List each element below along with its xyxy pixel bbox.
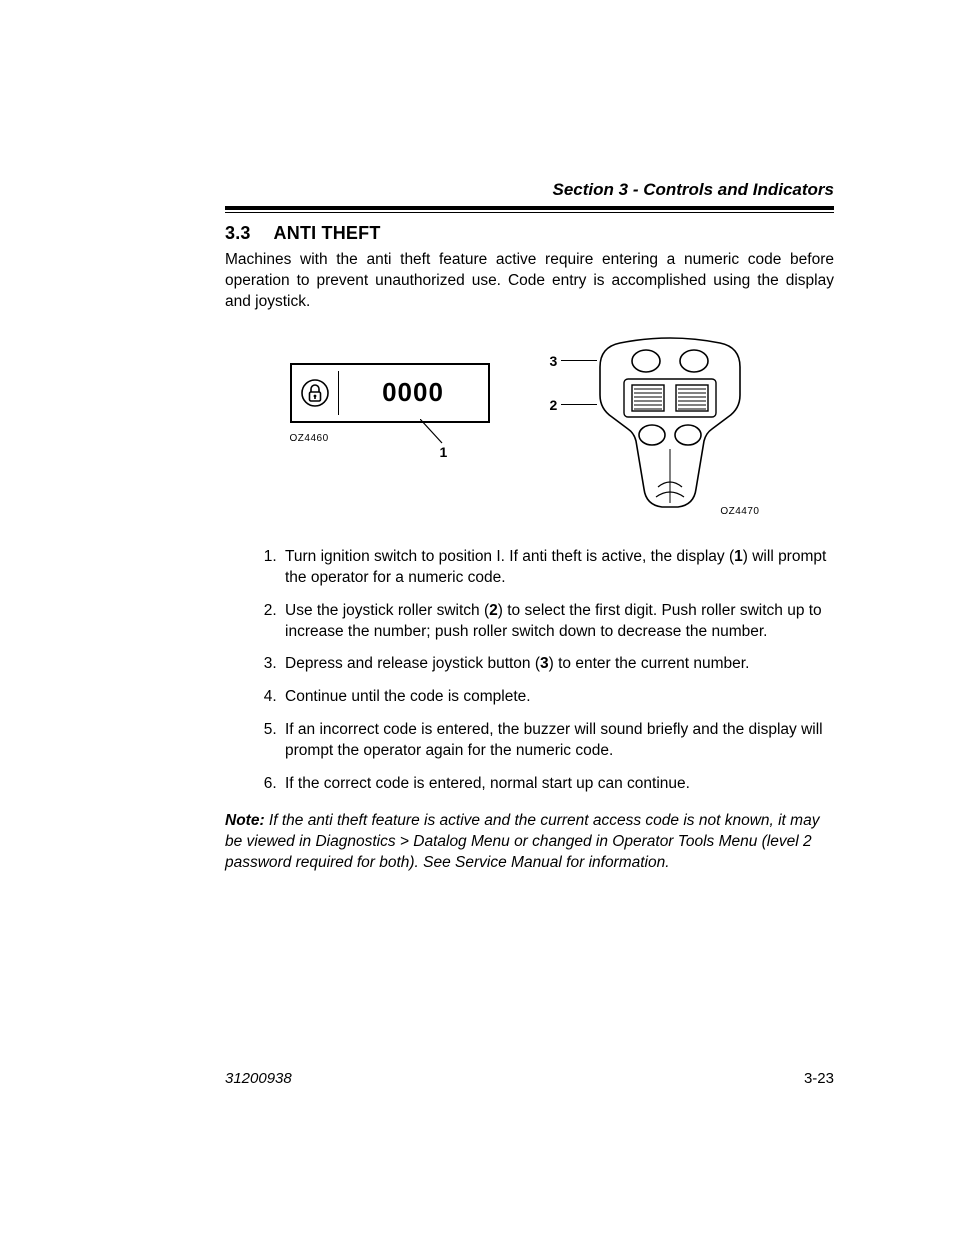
step-3-pre: Depress and release joystick button ( bbox=[285, 655, 540, 672]
step-2: Use the joystick roller switch (2) to se… bbox=[281, 601, 834, 643]
callout-3-line bbox=[561, 360, 597, 361]
rule-thick bbox=[225, 206, 834, 210]
step-4: Continue until the code is complete. bbox=[281, 687, 834, 708]
figure-left-ref: OZ4460 bbox=[290, 433, 329, 444]
step-6-pre: If the correct code is entered, normal s… bbox=[285, 775, 690, 792]
step-1-bold: 1 bbox=[734, 548, 743, 565]
display-value: 0000 bbox=[339, 365, 488, 421]
callout-2-label: 2 bbox=[550, 397, 558, 413]
rule-thin bbox=[225, 212, 834, 213]
step-3-bold: 3 bbox=[540, 655, 549, 672]
footer-page-number: 3-23 bbox=[804, 1070, 834, 1087]
note-text: If the anti theft feature is active and … bbox=[225, 812, 819, 871]
callout-2: 2 bbox=[550, 397, 598, 413]
figure-right-ref: OZ4470 bbox=[720, 506, 759, 517]
step-5: If an incorrect code is entered, the buz… bbox=[281, 720, 834, 762]
display-digits-text: 0000 bbox=[382, 377, 444, 408]
step-1-pre: Turn ignition switch to position I. If a… bbox=[285, 548, 734, 565]
step-5-pre: If an incorrect code is entered, the buz… bbox=[285, 721, 823, 759]
callout-3-label: 3 bbox=[550, 353, 558, 369]
callout-2-line bbox=[561, 404, 597, 405]
display-box: 0000 bbox=[290, 363, 490, 423]
figure-display: 0000 1 OZ4460 bbox=[290, 337, 490, 444]
intro-paragraph: Machines with the anti theft feature act… bbox=[225, 250, 834, 313]
note-label: Note: bbox=[225, 812, 265, 829]
callout-1-label: 1 bbox=[440, 444, 448, 460]
steps-list: Turn ignition switch to position I. If a… bbox=[225, 547, 834, 795]
callout-3: 3 bbox=[550, 353, 598, 369]
step-3: Depress and release joystick button (3) … bbox=[281, 654, 834, 675]
running-header: Section 3 - Controls and Indicators bbox=[225, 180, 834, 200]
figure-left-caption: OZ4460 bbox=[290, 433, 490, 444]
page: Section 3 - Controls and Indicators 3.3 … bbox=[0, 0, 954, 1235]
step-6: If the correct code is entered, normal s… bbox=[281, 774, 834, 795]
step-1: Turn ignition switch to position I. If a… bbox=[281, 547, 834, 589]
section-title: ANTI THEFT bbox=[274, 223, 381, 243]
figure-row: 0000 1 OZ4460 bbox=[225, 337, 834, 517]
page-footer: 31200938 3-23 bbox=[225, 1070, 834, 1087]
footer-doc-number: 31200938 bbox=[225, 1070, 292, 1087]
section-number: 3.3 bbox=[225, 223, 269, 244]
step-2-pre: Use the joystick roller switch ( bbox=[285, 602, 489, 619]
joystick-icon bbox=[590, 337, 750, 512]
note: Note: If the anti theft feature is activ… bbox=[225, 811, 834, 874]
section-heading: 3.3 ANTI THEFT bbox=[225, 223, 834, 244]
step-3-post: ) to enter the current number. bbox=[549, 655, 750, 672]
lock-icon bbox=[292, 365, 338, 421]
step-4-pre: Continue until the code is complete. bbox=[285, 688, 531, 705]
figure-joystick: 3 2 OZ4470 bbox=[550, 337, 770, 517]
step-2-bold: 2 bbox=[489, 602, 498, 619]
